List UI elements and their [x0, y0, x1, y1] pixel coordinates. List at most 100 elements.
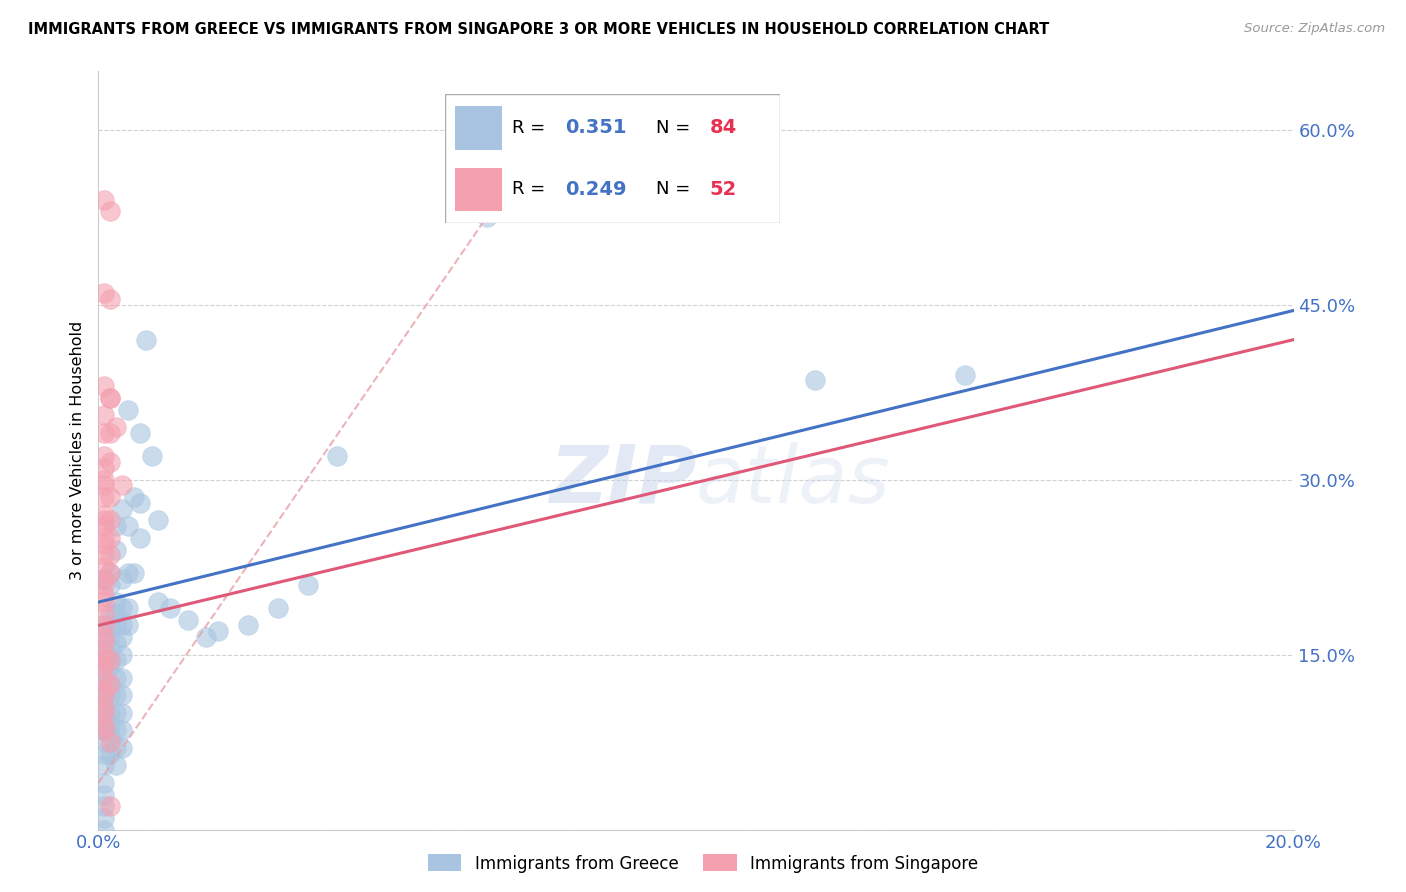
Point: [93, 747, 115, 761]
Point: [93, 461, 115, 475]
Point: [93, 630, 115, 644]
Point: [111, 671, 134, 685]
Point: [93, 811, 115, 825]
Point: [93, 665, 115, 679]
Point: [98, 566, 122, 580]
Point: [93, 519, 115, 533]
Point: [93, 425, 115, 440]
Point: [105, 653, 128, 667]
Point: [93, 677, 115, 691]
Point: [98, 747, 122, 761]
Point: [98, 641, 122, 656]
Point: [297, 577, 319, 591]
Point: [105, 636, 128, 650]
Point: [105, 723, 128, 738]
Point: [111, 706, 134, 720]
Point: [98, 391, 122, 405]
Point: [129, 425, 152, 440]
Point: [207, 624, 229, 639]
Text: ZIP: ZIP: [548, 442, 696, 520]
Point: [98, 292, 122, 306]
Point: [129, 496, 152, 510]
Point: [98, 659, 122, 673]
Point: [93, 531, 115, 545]
Point: [93, 700, 115, 714]
Point: [98, 653, 122, 667]
Point: [804, 374, 827, 388]
Point: [98, 607, 122, 621]
Point: [93, 712, 115, 726]
Point: [93, 822, 115, 837]
Point: [326, 450, 349, 464]
Point: [93, 723, 115, 738]
Point: [111, 723, 134, 738]
Point: [98, 391, 122, 405]
Point: [93, 577, 115, 591]
Point: [98, 531, 122, 545]
Point: [93, 618, 115, 632]
Point: [93, 723, 115, 738]
Point: [93, 717, 115, 731]
Point: [148, 513, 170, 527]
Point: [148, 595, 170, 609]
Point: [117, 402, 139, 417]
Point: [98, 735, 122, 749]
Point: [105, 618, 128, 632]
Point: [93, 450, 115, 464]
Point: [93, 653, 115, 667]
Point: [98, 549, 122, 563]
Point: [93, 788, 115, 802]
Point: [129, 531, 152, 545]
Point: [93, 595, 115, 609]
Point: [117, 519, 139, 533]
Point: [105, 595, 128, 609]
Point: [267, 601, 290, 615]
Point: [93, 193, 115, 207]
Point: [93, 671, 115, 685]
Point: [93, 700, 115, 714]
Point: [93, 758, 115, 772]
Point: [105, 519, 128, 533]
Point: [93, 572, 115, 586]
Point: [111, 689, 134, 703]
Point: [98, 618, 122, 632]
Legend: Immigrants from Greece, Immigrants from Singapore: Immigrants from Greece, Immigrants from …: [422, 847, 984, 880]
Point: [93, 508, 115, 522]
Point: [93, 285, 115, 300]
Point: [93, 473, 115, 487]
Point: [105, 542, 128, 557]
Point: [93, 572, 115, 586]
Point: [93, 630, 115, 644]
Point: [117, 566, 139, 580]
Point: [105, 420, 128, 434]
Point: [93, 682, 115, 697]
Point: [93, 537, 115, 551]
Point: [953, 368, 976, 382]
Point: [93, 478, 115, 492]
Point: [98, 204, 122, 219]
Point: [93, 549, 115, 563]
Point: [98, 689, 122, 703]
Point: [111, 501, 134, 516]
Point: [159, 601, 181, 615]
Point: [93, 706, 115, 720]
Point: [124, 566, 146, 580]
Point: [98, 677, 122, 691]
Point: [98, 717, 122, 731]
Y-axis label: 3 or more Vehicles in Household: 3 or more Vehicles in Household: [70, 321, 86, 580]
Point: [93, 648, 115, 662]
Point: [105, 607, 128, 621]
Point: [98, 677, 122, 691]
Text: atlas: atlas: [696, 442, 891, 520]
Point: [93, 723, 115, 738]
Point: [98, 425, 122, 440]
Point: [93, 659, 115, 673]
Point: [117, 601, 139, 615]
Point: [93, 490, 115, 504]
Point: [105, 671, 128, 685]
Point: [111, 601, 134, 615]
Point: [93, 560, 115, 574]
Text: Source: ZipAtlas.com: Source: ZipAtlas.com: [1244, 22, 1385, 36]
Point: [105, 740, 128, 755]
Point: [141, 450, 163, 464]
